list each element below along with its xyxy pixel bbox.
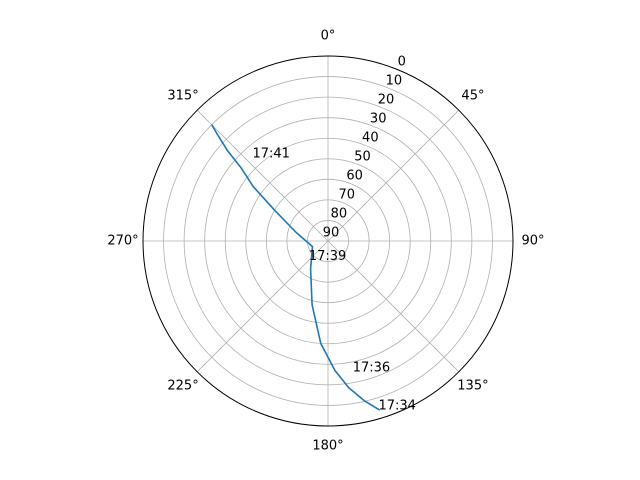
angular-tick-label: 270° [107, 234, 138, 249]
radial-tick-label: 40 [362, 131, 379, 146]
radial-tick-label: 0 [398, 55, 406, 70]
angular-tick-label: 225° [167, 378, 198, 393]
label-layer: 0° 45° 90° 135° 180° 225° 270° 315° 0 10 20 30 40 50 6… [107, 29, 544, 454]
time-annotation: 17:41 [252, 147, 289, 162]
radial-tick-label: 30 [370, 112, 387, 127]
series-layer [211, 124, 381, 411]
grid-layer [143, 56, 513, 426]
angular-tick-label: 180° [312, 439, 343, 454]
radial-tick-label: 60 [346, 169, 363, 184]
angular-tick-label: 0° [321, 29, 336, 44]
time-annotation: 17:34 [378, 399, 415, 414]
angular-grid-line [196, 240, 329, 373]
time-annotation: 17:36 [353, 361, 390, 376]
polar-frame [142, 55, 514, 427]
radial-tick-label: 70 [338, 188, 355, 203]
radial-tick-label: 80 [331, 207, 348, 222]
angular-tick-label: 45° [461, 89, 484, 104]
angular-grid-line [327, 109, 460, 242]
angular-tick-label: 315° [167, 89, 198, 104]
radial-tick-label: 50 [354, 150, 371, 165]
angular-tick-label: 90° [521, 234, 544, 249]
angular-grid-line [196, 109, 329, 242]
radial-tick-label: 20 [378, 93, 395, 108]
radial-tick-label: 90 [323, 226, 340, 241]
angular-tick-label: 135° [457, 378, 488, 393]
angular-grid-line [327, 240, 460, 373]
series-line [211, 124, 381, 411]
radial-tick-label: 10 [386, 74, 403, 89]
time-annotation: 17:39 [309, 249, 346, 264]
